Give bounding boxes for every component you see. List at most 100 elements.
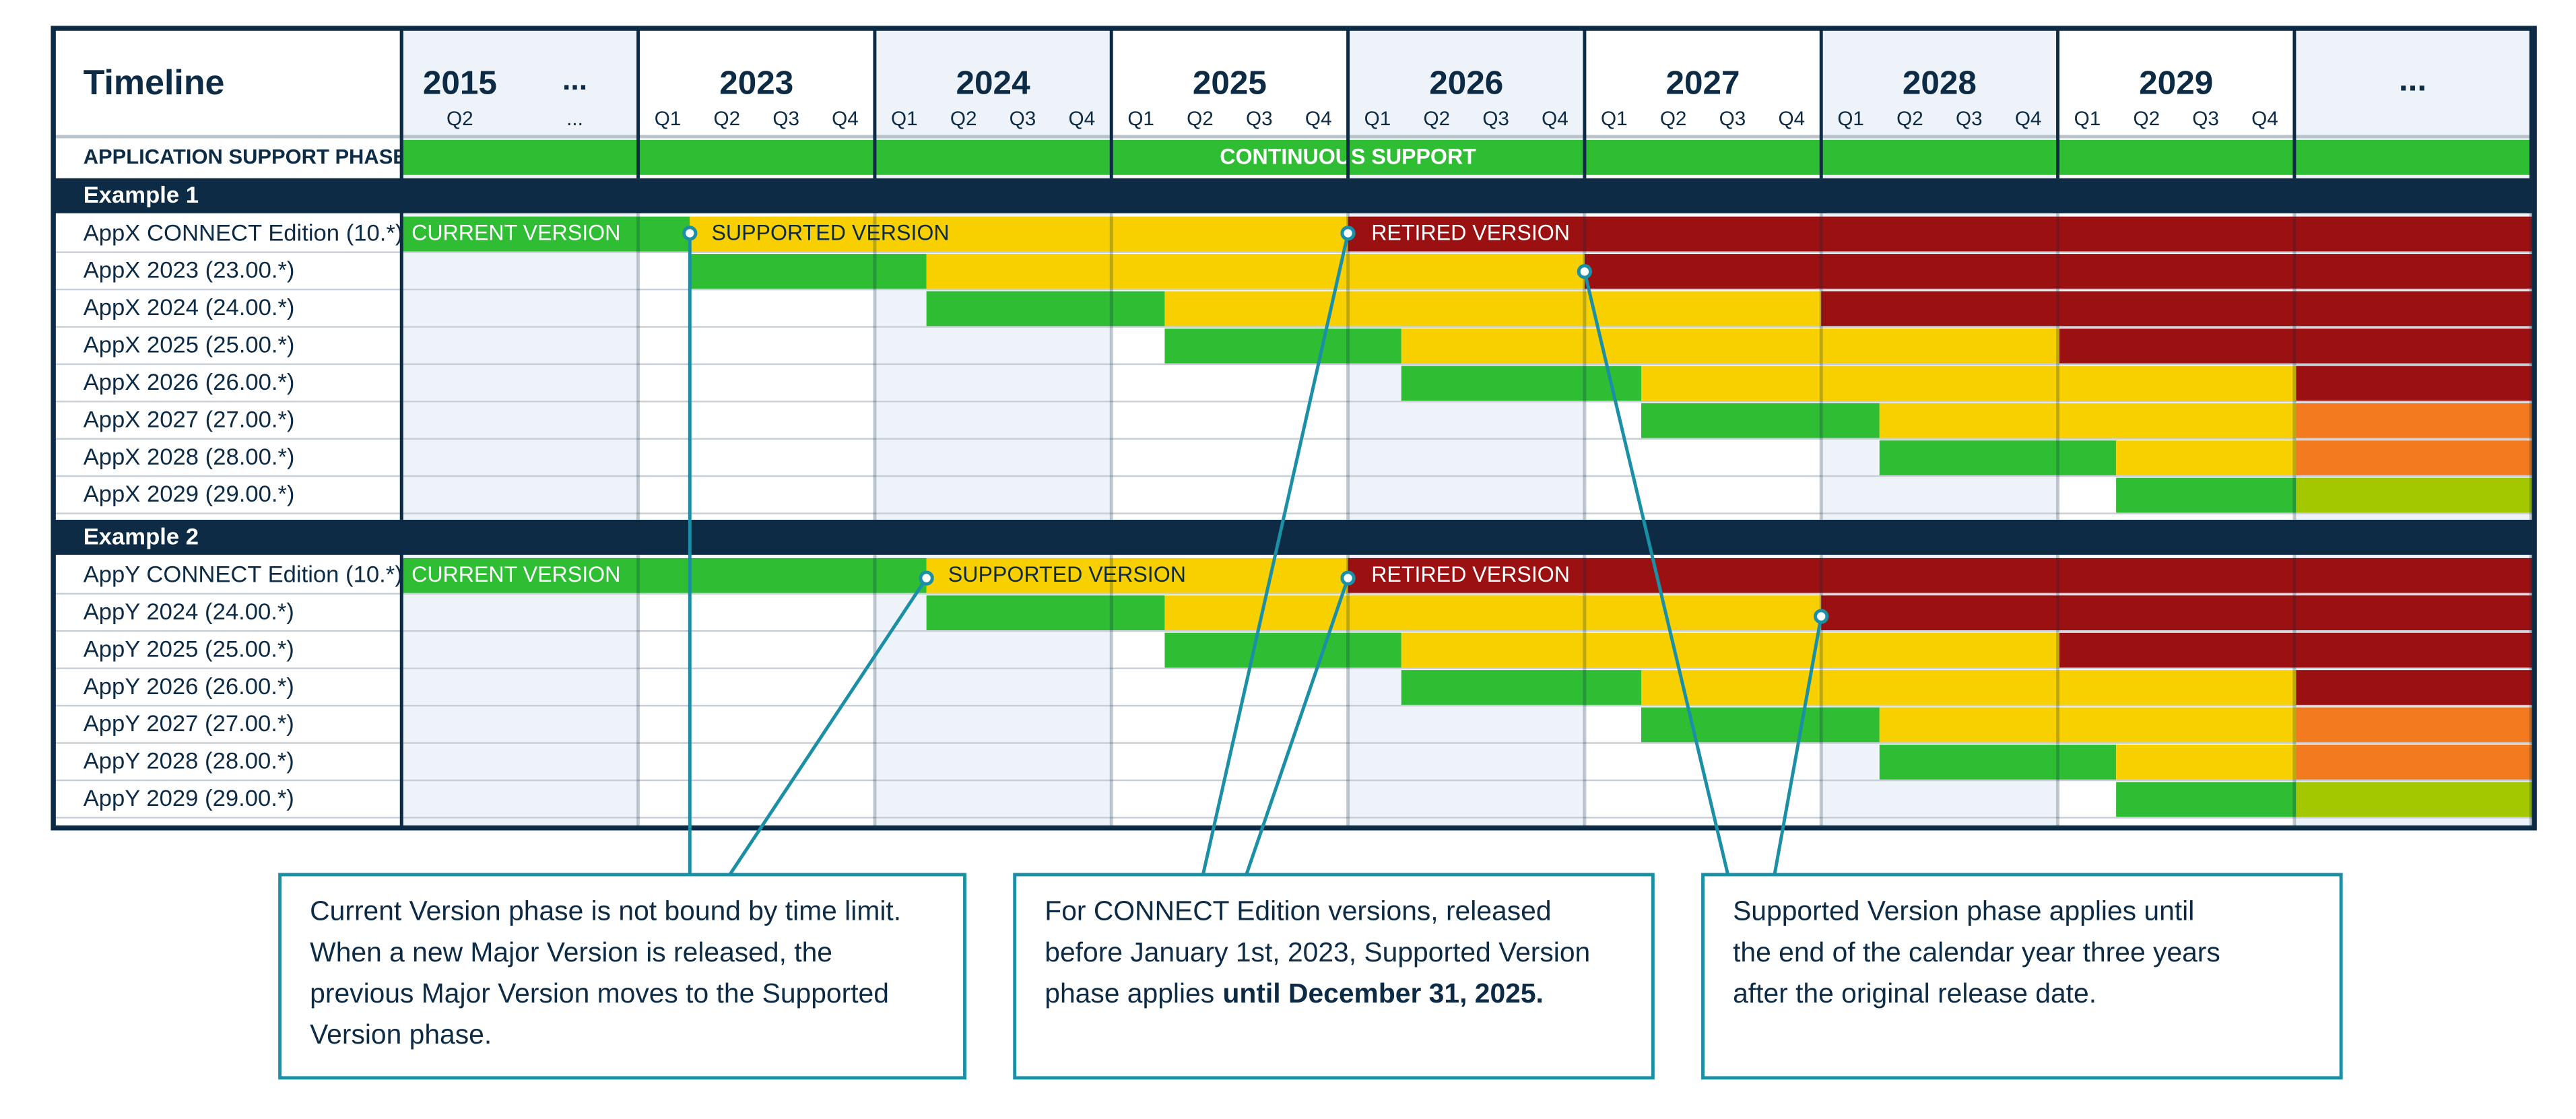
phase-bar-label: SUPPORTED VERSION xyxy=(948,562,1186,586)
callout-box xyxy=(278,873,966,1080)
quarter-label: Q4 xyxy=(1542,108,1568,130)
example-title: Example 2 xyxy=(84,524,199,549)
callout-text: before January 1st, 2023, Supported Vers… xyxy=(1045,937,1590,968)
example-header xyxy=(53,178,2535,213)
connector-line xyxy=(1201,232,1350,875)
callout-emphasis: until December 31, 2025. xyxy=(1223,978,1544,1009)
callout-text: Current Version phase is not bound by ti… xyxy=(310,895,901,926)
quarter-label: Q3 xyxy=(772,108,799,130)
callout-text-part: phase applies xyxy=(1045,978,1214,1009)
phase-bar-label: RETIRED VERSION xyxy=(1371,562,1570,586)
quarter-label: Q2 xyxy=(1896,108,1923,130)
callout-text: Supported Version phase applies until xyxy=(1733,895,2194,926)
phase-bar xyxy=(1879,745,2117,780)
quarter-label: Q3 xyxy=(1010,108,1036,130)
quarter-label: Q1 xyxy=(655,108,682,130)
callout-text: Version phase. xyxy=(310,1019,492,1050)
year-label: 2015 xyxy=(423,64,497,101)
year-label: 2027 xyxy=(1666,64,1740,101)
phase-bar xyxy=(1641,707,1880,743)
callout-text: For CONNECT Edition versions, released xyxy=(1045,895,1551,926)
callout-text: phase applies until December 31, 2025. xyxy=(1045,978,1544,1009)
year-label: 2028 xyxy=(1903,64,1977,101)
row-label: AppX 2027 (27.00.*) xyxy=(84,407,295,432)
quarter-label: Q4 xyxy=(1779,108,1806,130)
phase-bar-label: SUPPORTED VERSION xyxy=(711,221,949,245)
connector-dot xyxy=(1577,264,1593,279)
phase-bar xyxy=(926,254,1585,290)
phase-bar xyxy=(2116,745,2297,780)
quarter-label: Q2 xyxy=(1660,108,1687,130)
phase-bar xyxy=(1879,440,2117,477)
phase-bar xyxy=(690,216,1348,252)
connector-dot xyxy=(919,570,934,586)
row-label: AppX 2023 (23.00.*) xyxy=(84,258,295,283)
quarter-label: Q1 xyxy=(2074,108,2101,130)
phase-bar xyxy=(2296,670,2535,706)
connector-line xyxy=(1583,271,1730,875)
phase-bar xyxy=(1879,707,2297,743)
phase-bar xyxy=(1164,291,1822,327)
row-label: AppX 2029 (29.00.*) xyxy=(84,481,295,507)
callout-text: previous Major Version moves to the Supp… xyxy=(310,978,889,1009)
phase-bar xyxy=(2059,328,2535,364)
year-label: 2025 xyxy=(1193,64,1267,101)
example-title: Example 1 xyxy=(84,182,199,208)
callout-text: after the original release date. xyxy=(1733,978,2096,1009)
phase-bar xyxy=(1401,328,2060,364)
quarter-label: Q2 xyxy=(1424,108,1451,130)
phase-bar xyxy=(2296,403,2535,439)
phase-bar xyxy=(401,557,927,594)
phase-bar xyxy=(1584,254,2535,290)
phase-bar xyxy=(1348,216,2535,252)
phase-bar xyxy=(401,216,690,252)
phase-bar xyxy=(1821,291,2535,327)
phase-bar xyxy=(2296,440,2535,477)
connector-dot xyxy=(1340,226,1356,241)
quarter-label: Q3 xyxy=(2192,108,2219,130)
callout-text: When a new Major Version is released, th… xyxy=(310,937,832,968)
quarter-label: Q2 xyxy=(1187,108,1214,130)
row-label: AppX 2028 (28.00.*) xyxy=(84,444,295,470)
phase-bar xyxy=(1879,403,2297,439)
year-label: 2023 xyxy=(719,64,793,101)
row-label: AppY CONNECT Edition (10.*) xyxy=(84,562,403,588)
year-label: 2024 xyxy=(956,64,1031,101)
quarter-label: Q4 xyxy=(2251,108,2278,130)
row-label: AppX 2025 (25.00.*) xyxy=(84,333,295,358)
callout-box xyxy=(1701,873,2343,1080)
quarter-label: Q2 xyxy=(950,108,977,130)
phase-bar xyxy=(2296,707,2535,743)
example-header xyxy=(53,519,2535,555)
quarter-label: Q1 xyxy=(1601,108,1628,130)
year-label: ... xyxy=(562,63,587,96)
phase-bar xyxy=(1401,632,2060,669)
phase-bar xyxy=(2296,477,2535,514)
quarter-label: Q4 xyxy=(1069,108,1096,130)
phase-bar xyxy=(926,291,1165,327)
phase-bar xyxy=(1641,366,2297,402)
quarter-label: Q2 xyxy=(447,108,473,130)
row-label: AppX 2024 (24.00.*) xyxy=(84,295,295,320)
connector-line xyxy=(1245,577,1350,875)
quarter-label: Q3 xyxy=(1719,108,1746,130)
year-label: 2029 xyxy=(2139,64,2213,101)
header-title: Timeline xyxy=(84,63,225,102)
row-label: AppY 2028 (28.00.*) xyxy=(84,749,294,774)
connector-line xyxy=(1773,616,1823,875)
continuous-support-bar xyxy=(401,139,2535,175)
phase-bar xyxy=(2296,366,2535,402)
quarter-label: ... xyxy=(566,108,583,130)
phase-bar-label: CURRENT VERSION xyxy=(411,562,620,586)
table-border xyxy=(51,26,2537,831)
connector-line xyxy=(728,577,928,876)
phase-bar xyxy=(2116,477,2297,514)
phase-bar xyxy=(2116,782,2297,818)
phase-bar-label: RETIRED VERSION xyxy=(1371,221,1570,245)
quarter-label: Q1 xyxy=(1837,108,1864,130)
quarter-label: Q3 xyxy=(1246,108,1273,130)
row-label: AppY 2025 (25.00.*) xyxy=(84,636,294,662)
phase-bar xyxy=(2296,745,2535,780)
